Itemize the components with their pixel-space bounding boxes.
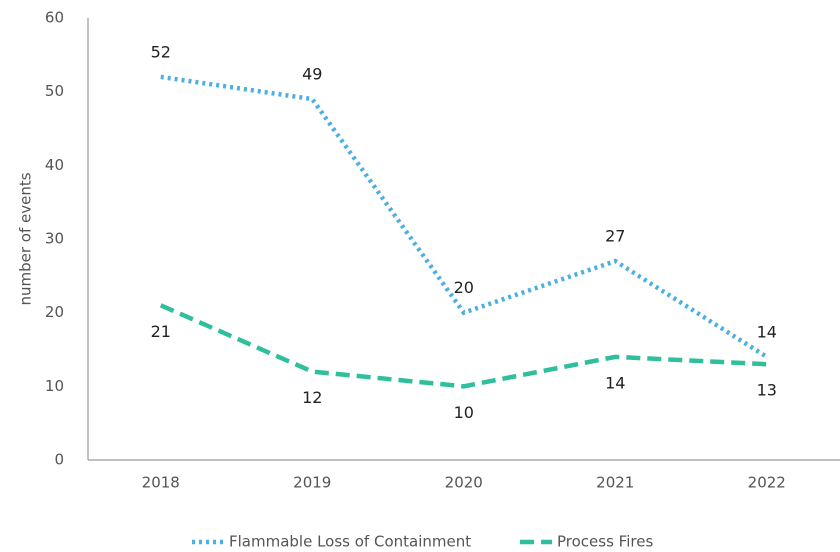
legend-label: Process Fires xyxy=(557,533,653,551)
y-tick-label: 60 xyxy=(45,9,64,27)
y-tick-label: 30 xyxy=(45,230,64,248)
x-tick-label: 2021 xyxy=(596,474,634,492)
y-tick-label: 20 xyxy=(45,303,64,321)
data-label: 52 xyxy=(151,42,171,61)
y-axis-label: number of events xyxy=(17,172,35,305)
data-label: 14 xyxy=(757,322,777,341)
y-tick-label: 0 xyxy=(54,451,64,469)
y-tick-label: 40 xyxy=(45,156,64,174)
data-label: 20 xyxy=(454,278,474,297)
series-line xyxy=(160,74,768,359)
y-tick-label: 10 xyxy=(45,377,64,395)
series-line xyxy=(159,303,767,389)
x-tick-label: 2022 xyxy=(748,474,786,492)
y-tick-label: 50 xyxy=(45,82,64,100)
x-tick-label: 2019 xyxy=(293,474,331,492)
data-label: 14 xyxy=(605,373,625,392)
data-label: 12 xyxy=(302,388,322,407)
data-label: 49 xyxy=(302,65,322,84)
data-label: 27 xyxy=(605,227,625,246)
data-label: 21 xyxy=(151,322,171,341)
x-tick-label: 2018 xyxy=(142,474,180,492)
data-label: 13 xyxy=(757,381,777,400)
legend-label: Flammable Loss of Containment xyxy=(229,533,471,551)
data-label: 10 xyxy=(454,403,474,422)
x-tick-label: 2020 xyxy=(445,474,483,492)
